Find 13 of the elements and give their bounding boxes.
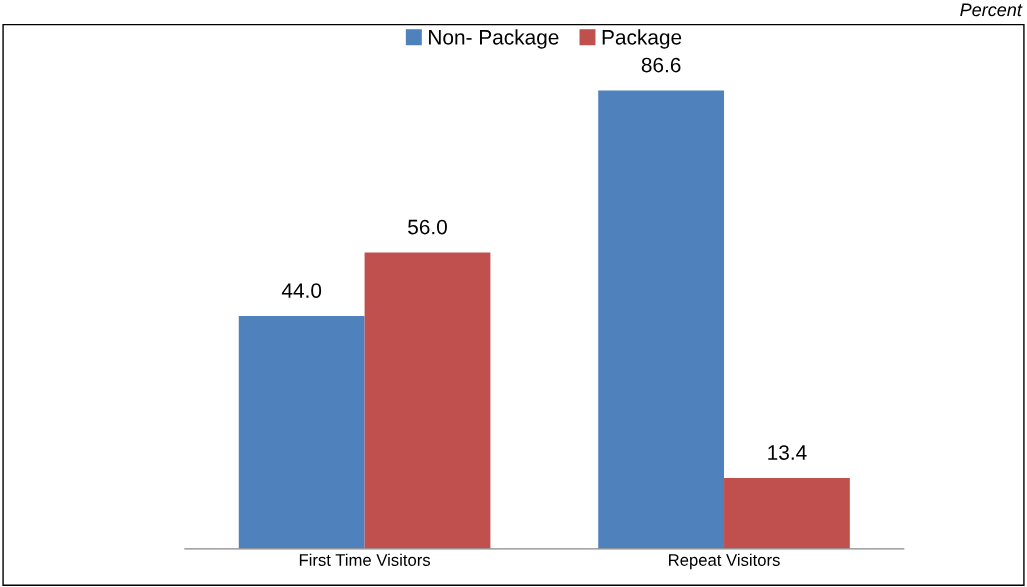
- x-tick-label: First Time Visitors: [299, 553, 431, 566]
- data-label: 86.6: [641, 57, 681, 73]
- legend-label: Non- Package: [429, 29, 559, 49]
- x-tick-label: Repeat Visitors: [669, 553, 780, 570]
- legend-label: Package: [602, 29, 682, 49]
- bar: [724, 477, 850, 549]
- text: Percent: [960, 3, 1023, 17]
- bar: [238, 315, 365, 549]
- bar: [364, 252, 491, 549]
- data-label: 56.0: [408, 219, 447, 235]
- data-label: 44.0: [281, 283, 322, 298]
- bar: [598, 90, 725, 549]
- data-label: 13.4: [768, 445, 807, 460]
